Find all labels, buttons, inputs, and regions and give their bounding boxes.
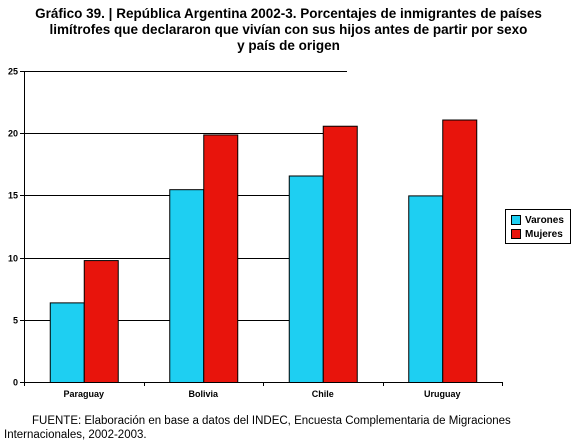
y-tick-label-5: 5: [13, 316, 18, 326]
source-note: FUENTE: Elaboración en base a datos del …: [4, 415, 511, 441]
legend-swatch-mujeres: [511, 229, 521, 239]
y-tick-label-20: 20: [8, 129, 18, 139]
bar-mujeres-chile: [322, 125, 358, 384]
x-tick-label-uruguay: Uruguay: [424, 389, 461, 399]
chart-title-line-2: limítrofes que declararon que vivían con…: [49, 22, 528, 37]
y-tick-label-25: 25: [8, 67, 18, 77]
y-tick-label-0: 0: [13, 378, 18, 388]
y-tick-label-10: 10: [8, 254, 18, 264]
bar-mujeres-uruguay: [442, 119, 478, 384]
legend-item-varones: Varones: [511, 213, 570, 227]
chart-title-line-1: Gráfico 39. | República Argentina 2002-3…: [35, 6, 542, 21]
legend-item-mujeres: Mujeres: [511, 227, 570, 241]
axes: [20, 71, 503, 386]
legend-label-mujeres: Mujeres: [525, 228, 563, 240]
bar-varones-chile: [288, 175, 324, 383]
tick-labels: Paraguay Bolivia Chile Uruguay 0 5 10 15 20 25: [8, 67, 461, 400]
y-tick-label-15: 15: [8, 191, 18, 201]
bars: [49, 119, 478, 384]
bar-mujeres-paraguay: [83, 260, 119, 384]
x-tick-label-bolivia: Bolivia: [188, 389, 219, 399]
chart-title: Gráfico 39. | República Argentina 2002-3…: [0, 6, 577, 54]
legend-swatch-varones: [511, 215, 521, 225]
bar-varones-paraguay: [49, 302, 85, 383]
bar-mujeres-bolivia: [203, 134, 239, 383]
legend-label-varones: Varones: [525, 214, 564, 226]
legend: Varones Mujeres: [505, 209, 571, 244]
x-tick-label-paraguay: Paraguay: [63, 389, 104, 399]
x-tick-label-chile: Chile: [312, 389, 334, 399]
chart-title-line-3: y país de origen: [237, 38, 340, 53]
bar-varones-bolivia: [169, 189, 205, 383]
bar-varones-uruguay: [408, 195, 444, 383]
